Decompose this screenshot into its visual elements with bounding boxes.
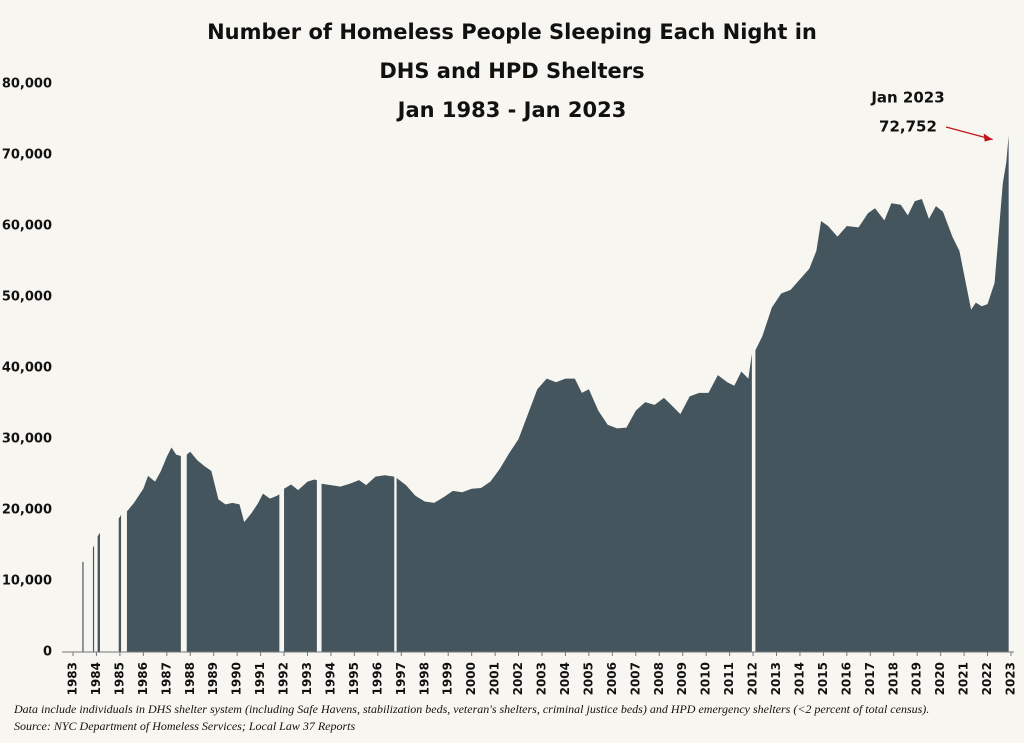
x-tick-label: 1994	[323, 662, 337, 695]
x-tick-label: 2000	[464, 662, 478, 695]
x-tick-label: 2012	[746, 662, 760, 695]
y-tick-label: 80,000	[2, 77, 52, 92]
annotation-date: Jan 2023	[870, 89, 944, 107]
x-tick-label: 2005	[581, 662, 595, 695]
y-tick-label: 70,000	[2, 148, 52, 163]
y-tick-label: 50,000	[2, 290, 52, 305]
x-tick-label: 1983	[66, 662, 80, 695]
y-tick-label: 20,000	[2, 503, 52, 518]
x-tick-label: 2020	[933, 662, 947, 695]
x-tick-label: 1992	[277, 662, 291, 695]
y-tick-label: 0	[43, 645, 52, 660]
footnote: Data include individuals in DHS shelter …	[13, 702, 929, 716]
x-tick-label: 2013	[769, 662, 783, 695]
x-tick-label: 1997	[394, 662, 408, 695]
y-tick-label: 30,000	[2, 432, 52, 447]
x-tick-label: 2019	[910, 662, 924, 695]
x-tick-label: 2009	[675, 662, 689, 695]
x-tick-label: 2007	[628, 662, 642, 695]
x-tick-label: 2021	[957, 662, 971, 695]
x-tick-label: 1993	[300, 662, 314, 695]
x-tick-label: 1989	[206, 662, 220, 695]
x-tick-label: 1998	[417, 662, 431, 695]
x-tick-label: 1999	[441, 662, 455, 695]
x-tick-label: 1991	[253, 662, 267, 695]
x-tick-label: 1988	[183, 662, 197, 695]
chart-title: Jan 1983 - Jan 2023	[396, 98, 627, 122]
x-tick-label: 1985	[112, 662, 126, 695]
x-tick-label: 2006	[605, 662, 619, 695]
x-tick-label: 2010	[699, 662, 713, 695]
x-tick-label: 2015	[816, 662, 830, 695]
x-tick-label: 2023	[1004, 662, 1018, 695]
y-tick-label: 60,000	[2, 219, 52, 234]
annotation-label: 72,752	[879, 118, 937, 136]
x-tick-label: 1987	[159, 662, 173, 695]
chart-title: Number of Homeless People Sleeping Each …	[207, 20, 817, 44]
x-tick-label: 1986	[136, 662, 150, 695]
area	[82, 135, 1009, 652]
chart-title: DHS and HPD Shelters	[379, 59, 644, 83]
x-tick-label: 2003	[535, 662, 549, 695]
x-tick-label: 2008	[652, 662, 666, 695]
annotation-arrowhead	[983, 133, 993, 142]
x-tick-label: 2002	[511, 662, 525, 695]
x-tick-label: 1996	[370, 662, 384, 695]
source: Source: NYC Department of Homeless Servi…	[14, 719, 356, 733]
y-tick-label: 10,000	[2, 574, 52, 589]
x-tick-label: 2011	[722, 662, 736, 695]
x-tick-label: 2016	[839, 662, 853, 695]
x-tick-label: 2004	[558, 662, 572, 695]
x-tick-label: 2022	[980, 662, 994, 695]
x-tick-label: 2014	[792, 662, 806, 695]
x-tick-label: 1984	[89, 662, 103, 695]
x-tick-label: 1995	[347, 662, 361, 695]
x-tick-label: 1990	[230, 662, 244, 695]
x-tick-label: 2017	[863, 662, 877, 695]
x-tick-label: 2001	[488, 662, 502, 695]
x-tick-label: 2018	[886, 662, 900, 695]
y-tick-label: 40,000	[2, 361, 52, 376]
